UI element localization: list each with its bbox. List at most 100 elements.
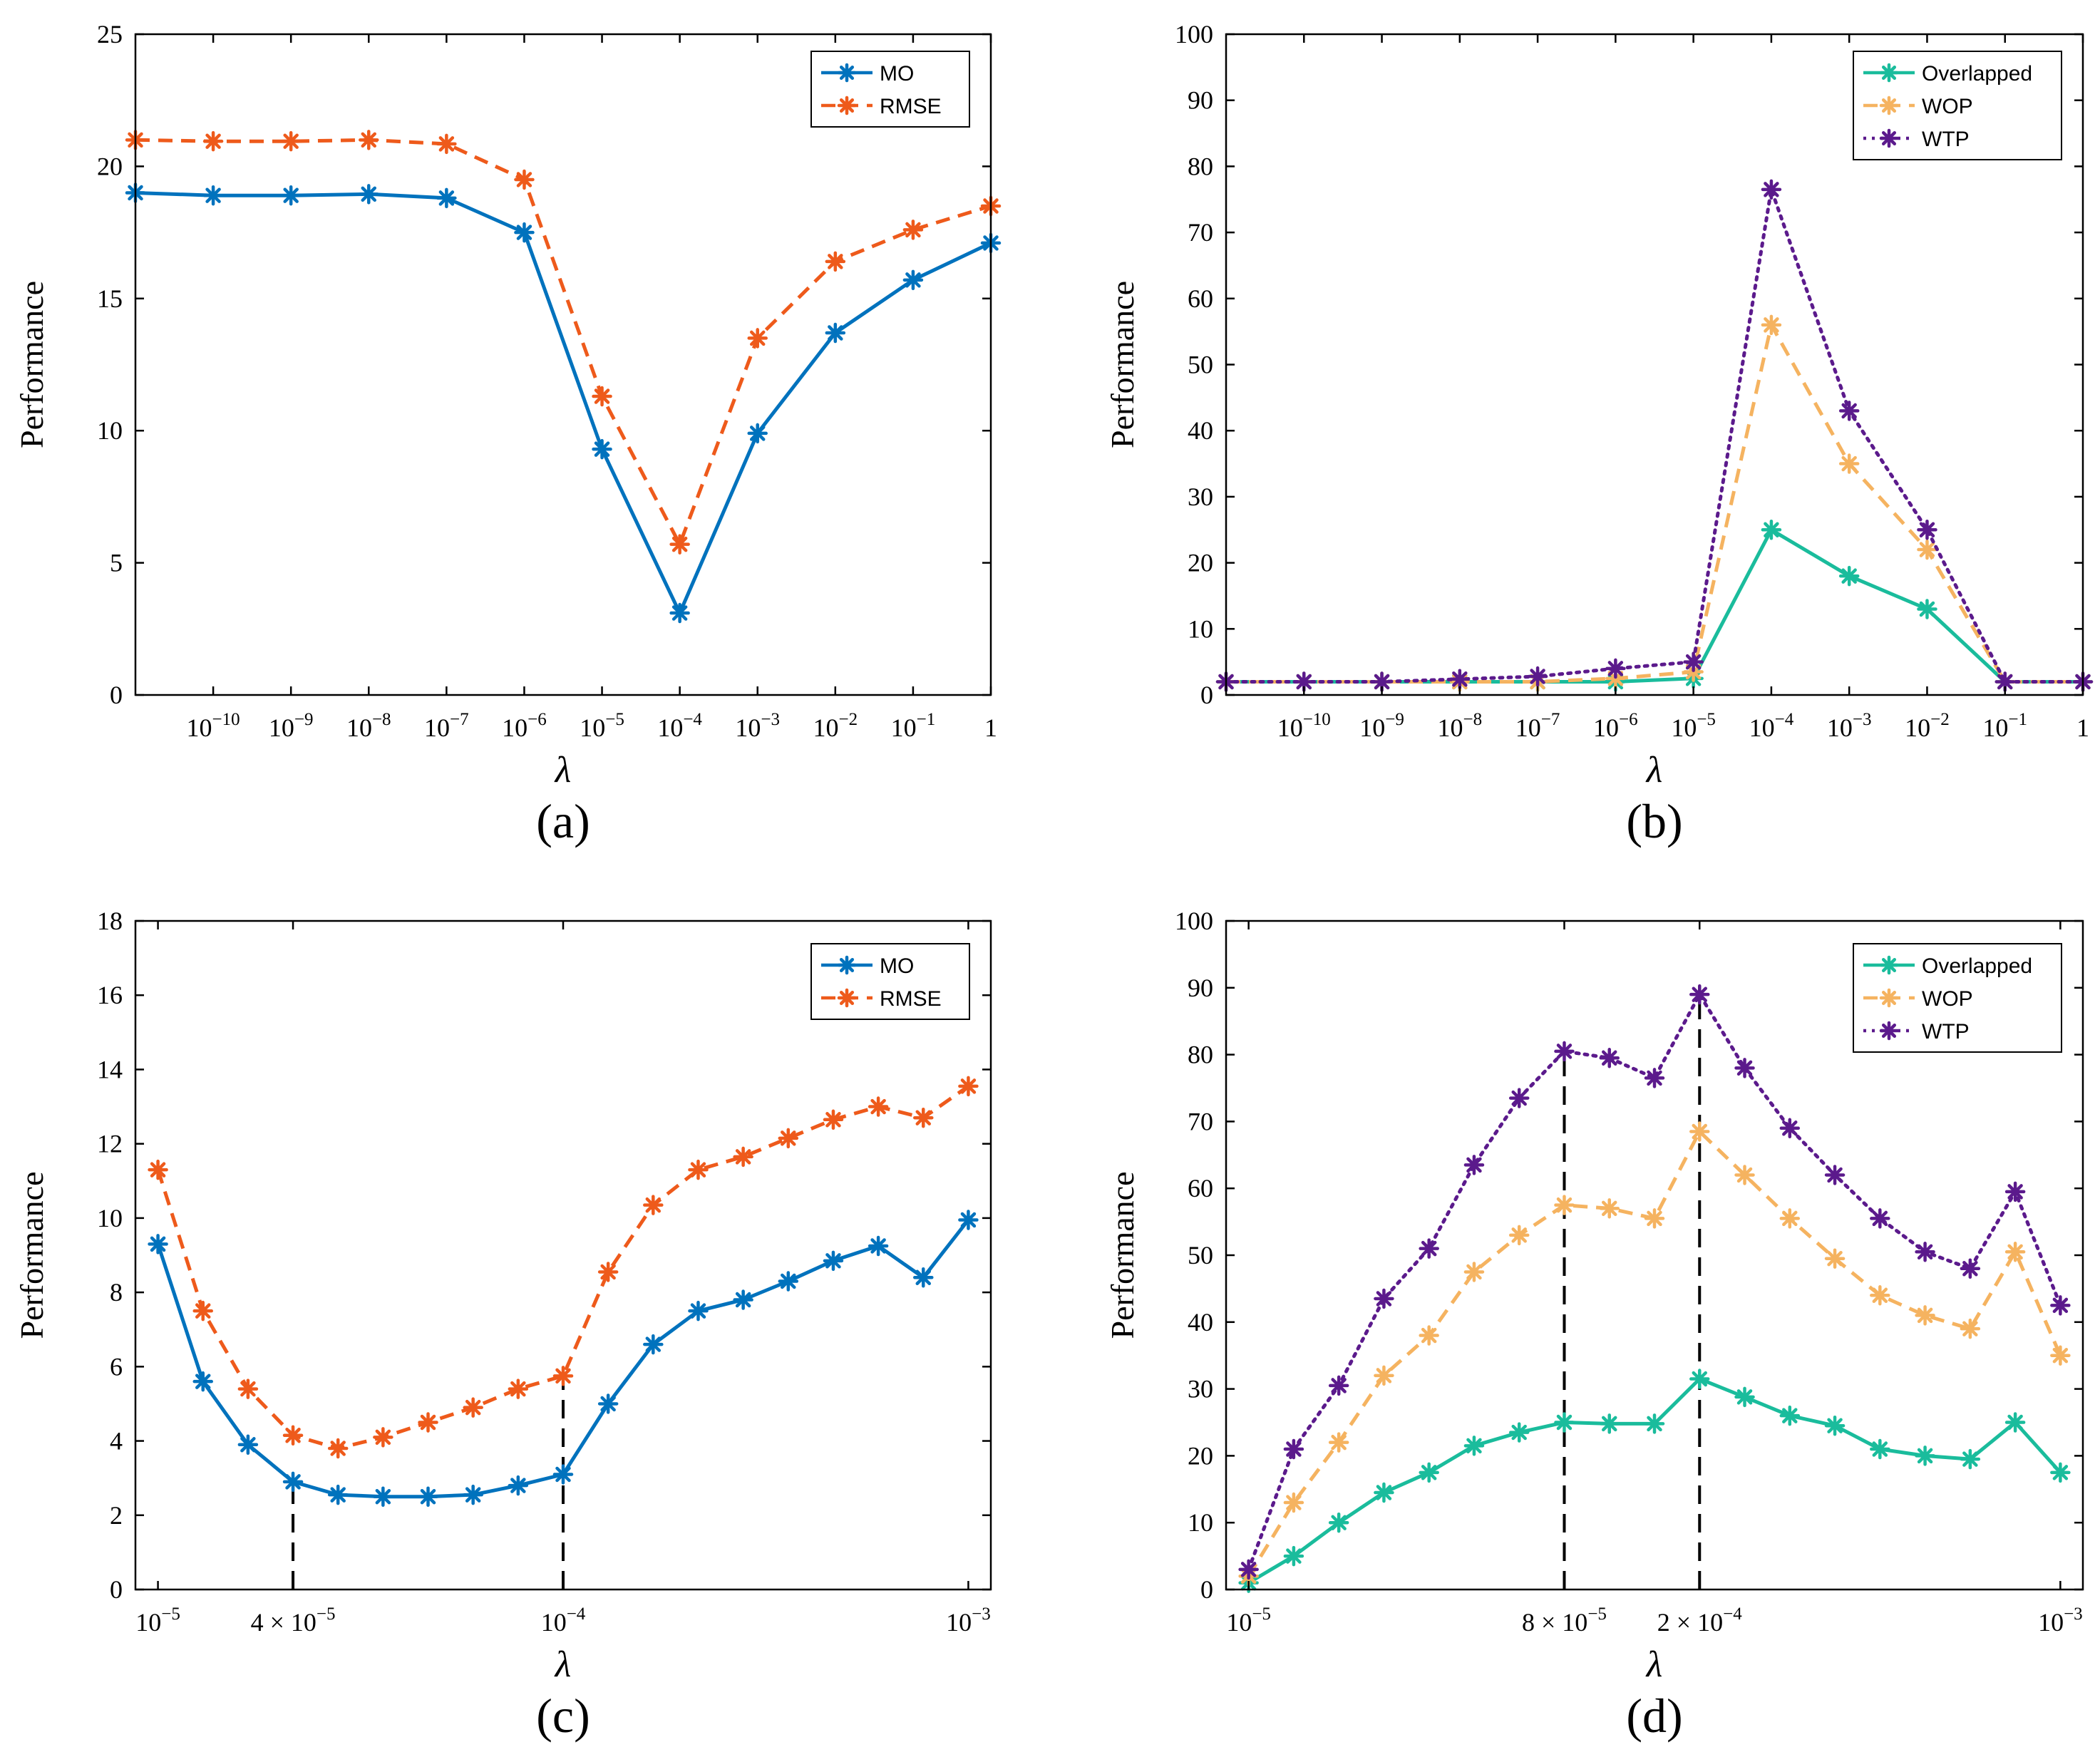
x-tick-label: 10−2 — [813, 710, 858, 742]
series-wtp — [1238, 984, 2071, 1580]
y-tick-label: 10 — [1188, 1508, 1213, 1537]
legend: MO RMSE — [810, 943, 970, 1020]
data-point — [1689, 1369, 1710, 1389]
legend-marker — [1879, 63, 1899, 83]
data-point — [1605, 658, 1626, 679]
data-point — [778, 1128, 799, 1149]
y-tick-label: 0 — [110, 681, 123, 709]
data-point — [902, 269, 924, 291]
data-point — [733, 1146, 753, 1168]
data-point — [1683, 651, 1704, 672]
data-point — [1960, 1318, 1981, 1339]
data-point — [1960, 1448, 1981, 1470]
y-tick-label: 4 — [110, 1427, 123, 1456]
data-point — [237, 1379, 259, 1399]
y-tick-label: 30 — [1188, 1375, 1213, 1403]
data-point — [1508, 1225, 1530, 1246]
data-point — [1283, 1438, 1304, 1460]
legend-label: WOP — [1922, 987, 1973, 1011]
data-point — [1238, 1559, 1259, 1580]
data-point — [1915, 1305, 1935, 1326]
series-line-overlapped — [1247, 1377, 2062, 1585]
y-tick-label: 2 — [110, 1501, 123, 1530]
data-point — [868, 1096, 889, 1117]
data-point — [1917, 539, 1937, 560]
data-point — [1599, 1198, 1620, 1219]
data-point — [1374, 1482, 1394, 1503]
data-point — [514, 222, 535, 243]
x-tick-label: 10−7 — [424, 710, 469, 742]
y-tick-label: 14 — [97, 1055, 123, 1083]
x-axis-title: λ — [554, 750, 572, 790]
x-tick-label: 10−1 — [1982, 710, 2027, 742]
legend-label: RMSE — [880, 987, 942, 1011]
y-axis-title: Performance — [1104, 281, 1141, 448]
data-point — [463, 1484, 483, 1505]
y-tick-label: 90 — [1188, 86, 1213, 115]
y-tick-label: 100 — [1175, 907, 1213, 935]
data-point — [902, 220, 924, 240]
data-point — [508, 1475, 529, 1496]
data-point — [1761, 179, 1782, 200]
data-point — [2050, 1345, 2071, 1366]
x-tick-label: 10−4 — [657, 710, 702, 742]
y-tick-label: 90 — [1188, 974, 1213, 1002]
x-tick-label: 1 — [984, 713, 997, 742]
data-point — [280, 185, 302, 206]
legend-marker — [1879, 1021, 1899, 1041]
data-point — [1283, 1545, 1304, 1567]
data-point — [552, 1366, 574, 1386]
y-tick-label: 0 — [1200, 1575, 1213, 1604]
data-point — [1824, 1248, 1846, 1269]
data-point — [2050, 1462, 2071, 1483]
y-tick-label: 12 — [97, 1130, 123, 1158]
series-line-mo — [156, 1218, 970, 1499]
y-axis-title: Performance — [1104, 1172, 1141, 1339]
x-axis-title: λ — [1645, 1644, 1663, 1685]
legend-label: WOP — [1922, 95, 1973, 118]
data-point — [1463, 1155, 1485, 1175]
data-point — [359, 130, 379, 150]
data-point — [913, 1267, 934, 1288]
data-point — [958, 1210, 979, 1230]
data-point — [514, 169, 535, 190]
series-line-rmse — [135, 138, 992, 547]
data-point — [1734, 1058, 1755, 1078]
data-point — [913, 1107, 934, 1128]
data-point — [1294, 671, 1314, 692]
data-point — [643, 1195, 664, 1215]
data-point — [2004, 1412, 2026, 1433]
data-point — [592, 386, 612, 407]
legend: Overlapped WOP WTP — [1853, 943, 2062, 1053]
data-point — [2004, 1242, 2026, 1262]
x-tick-label: 8 × 10−5 — [1522, 1604, 1607, 1637]
data-point — [148, 1234, 168, 1254]
data-point — [868, 1235, 889, 1257]
x-tick-label: 10−3 — [735, 710, 780, 742]
panel-a: 0 5 10 15 20 25 10−10 10−9 10−8 10−7 10−6 10−5 10−4 1… — [14, 20, 1002, 848]
legend-marker — [837, 63, 857, 83]
series-mo — [148, 1210, 979, 1507]
data-point — [1374, 1288, 1394, 1309]
x-axis-title: λ — [554, 1644, 572, 1685]
data-point — [373, 1486, 393, 1507]
data-point — [418, 1486, 438, 1507]
y-axis-title: Performance — [14, 1172, 50, 1339]
legend: MO RMSE — [810, 51, 970, 128]
series-wtp — [1215, 179, 2094, 692]
data-point — [237, 1434, 259, 1456]
series-line-wop — [1247, 1130, 2062, 1577]
x-tick-label: 10−4 — [1749, 710, 1794, 742]
y-tick-label: 80 — [1188, 1041, 1213, 1069]
data-point — [823, 1250, 844, 1272]
data-point — [1449, 669, 1471, 690]
series-wop — [1238, 1121, 2071, 1587]
data-point — [1915, 1242, 1935, 1262]
y-tick-label: 60 — [1188, 284, 1213, 313]
legend-marker — [837, 955, 857, 975]
legend-label: RMSE — [880, 95, 942, 118]
data-point — [1419, 1462, 1439, 1483]
x-tick-label: 10−3 — [946, 1604, 991, 1637]
x-tick-label: 10−10 — [1277, 710, 1331, 742]
